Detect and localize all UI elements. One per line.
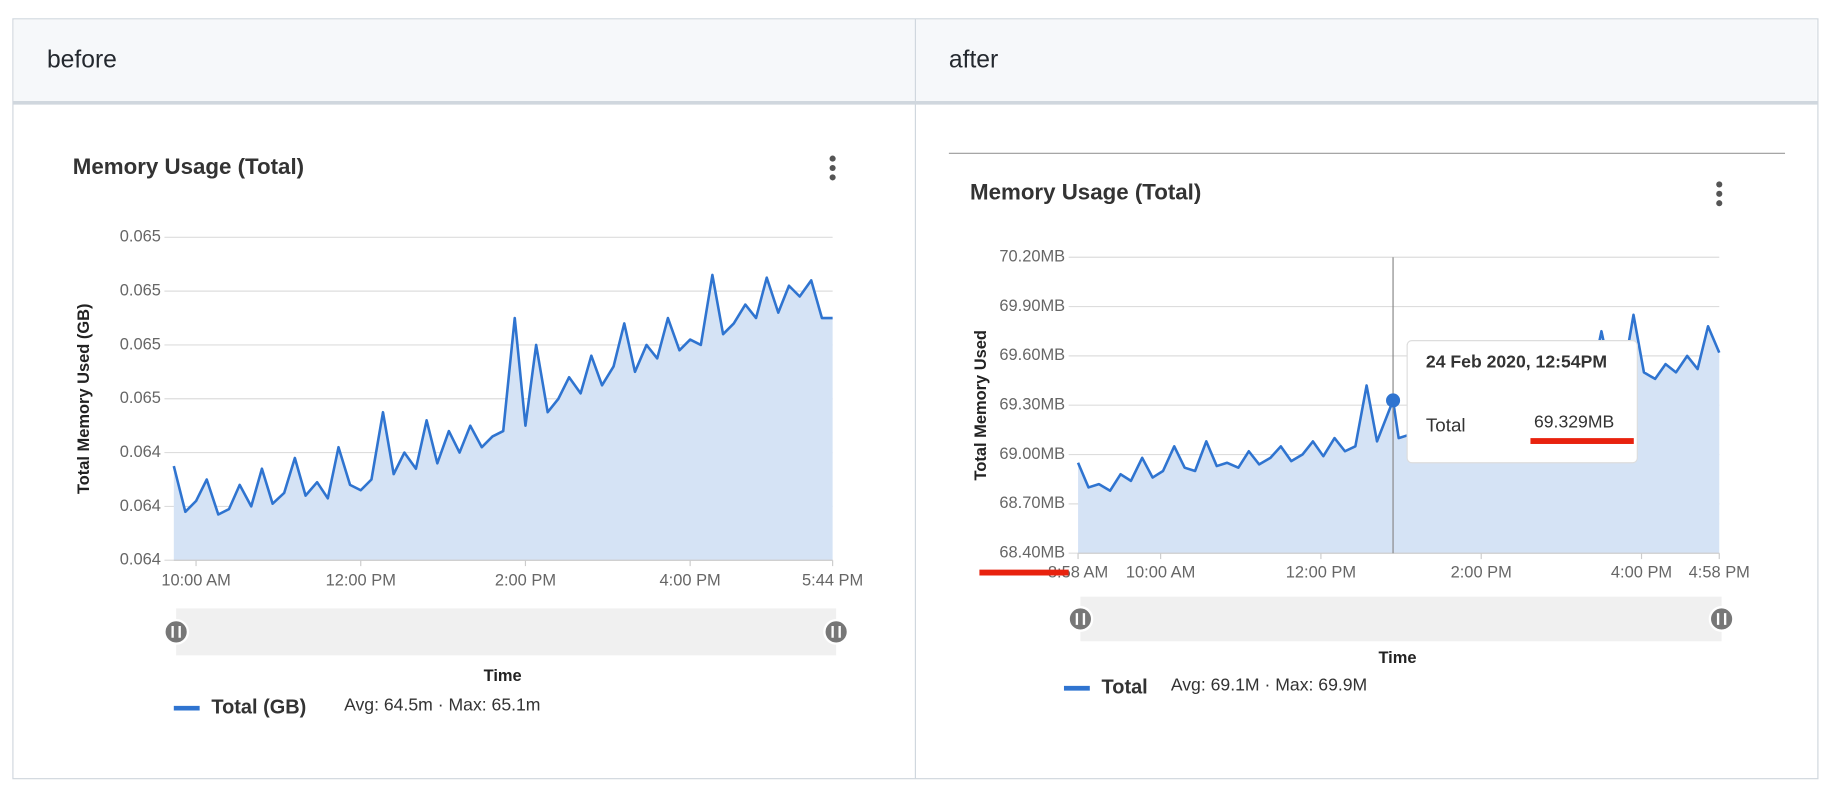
area — [1078, 314, 1720, 554]
navigator — [1080, 596, 1722, 642]
y-axis-title: Total Memory Used (GB) — [75, 303, 93, 494]
hover-point — [1386, 393, 1401, 408]
y-tick-label: 70.20MB — [999, 248, 1065, 266]
menu-dot — [1716, 200, 1723, 207]
menu-dot — [829, 155, 836, 162]
y-tick-label: 69.60MB — [999, 346, 1065, 364]
x-tick-label: 10:00 AM — [161, 572, 230, 590]
column-header: before — [47, 47, 117, 74]
navigator-handle[interactable] — [823, 618, 850, 645]
legend-label: Total (GB) — [211, 696, 306, 718]
menu-dot — [829, 164, 836, 172]
x-tick-label: 12:00 PM — [1286, 563, 1356, 581]
menu-dot — [829, 174, 836, 181]
navigator-handle[interactable] — [163, 618, 190, 645]
menu-dot — [1716, 190, 1723, 197]
x-tick-label: 4:58 PM — [1689, 563, 1750, 581]
handle-grip — [831, 626, 841, 638]
handle-grip — [171, 626, 181, 638]
y-tick-label: 0.064 — [120, 551, 161, 569]
navigator — [176, 608, 837, 656]
y-tick-label: 0.065 — [120, 228, 161, 246]
x-tick-label: 2:00 PM — [1451, 563, 1512, 581]
chart-title: Memory Usage (Total) — [970, 180, 1201, 205]
y-tick-label: 69.00MB — [999, 445, 1065, 463]
x-axis-title: Time — [1378, 649, 1416, 667]
y-axis-title: Total Memory Used — [972, 330, 990, 480]
y-tick-label: 69.30MB — [999, 396, 1065, 414]
y-tick-label: 0.065 — [120, 281, 161, 299]
x-tick-label: 5:44 PM — [802, 572, 863, 590]
handle-grip — [1075, 613, 1086, 625]
x-tick-label: 4:00 PM — [1611, 563, 1672, 581]
column-header: after — [949, 47, 998, 74]
x-tick-label: 10:00 AM — [1126, 563, 1195, 581]
x-tick-label: 12:00 PM — [326, 572, 396, 590]
menu-dot — [1716, 181, 1723, 188]
y-tick-label: 68.40MB — [999, 544, 1065, 562]
x-tick-label: 8:58 AM — [1048, 563, 1108, 581]
x-axis-title: Time — [484, 667, 522, 685]
y-tick-label: 0.064 — [120, 497, 161, 515]
tooltip-label: Total — [1426, 414, 1466, 435]
tooltip-value: 69.329MB — [1534, 411, 1614, 431]
legend-stats: Avg: 69.1M · Max: 69.9M — [1171, 675, 1367, 695]
navigator-handle[interactable] — [1067, 606, 1094, 632]
highlight-underline — [1530, 438, 1634, 444]
area — [173, 274, 833, 561]
y-tick-label: 0.065 — [120, 335, 161, 353]
navigator-handle[interactable] — [1708, 606, 1735, 632]
y-tick-label: 0.065 — [120, 389, 161, 407]
line — [172, 273, 833, 516]
y-tick-label: 0.064 — [120, 443, 161, 461]
x-tick-label: 4:00 PM — [660, 572, 721, 590]
legend-label: Total — [1102, 677, 1148, 699]
x-tick-label: 2:00 PM — [495, 572, 556, 590]
y-tick-label: 68.70MB — [999, 494, 1065, 512]
highlight-underline — [979, 569, 1069, 576]
handle-grip — [1716, 613, 1727, 625]
tooltip-title: 24 Feb 2020, 12:54PM — [1426, 352, 1607, 372]
legend-stats: Avg: 64.5m · Max: 65.1m — [344, 695, 540, 715]
tooltip-box — [1406, 340, 1638, 464]
chart-title: Memory Usage (Total) — [73, 154, 304, 179]
y-tick-label: 69.90MB — [999, 297, 1065, 315]
